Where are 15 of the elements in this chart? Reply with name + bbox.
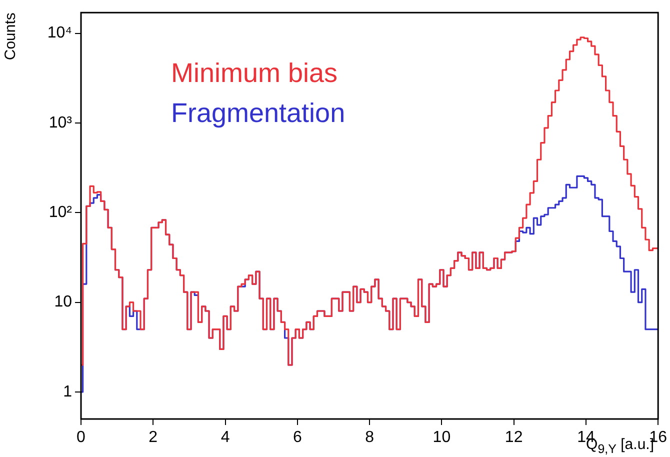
- x-tick-label: 2: [148, 429, 158, 446]
- y-tick-label: 1: [63, 383, 72, 400]
- y-tick-label: 10⁴: [47, 24, 72, 42]
- x-tick-label: 8: [365, 429, 374, 446]
- text: Fragmentation: [171, 98, 346, 128]
- y-axis-title: Counts: [2, 12, 20, 60]
- x-tick-label: 12: [504, 429, 523, 446]
- y-tick-label: 10: [54, 294, 72, 311]
- x-tick-label: 4: [220, 429, 230, 446]
- y-tick-label: 10²: [48, 204, 73, 222]
- x-tick-label: 0: [76, 429, 86, 446]
- x-tick-label: 10: [432, 429, 451, 446]
- text: Minimum bias: [171, 58, 338, 88]
- y-tick-label: 10³: [48, 114, 73, 132]
- x-tick-label: 6: [292, 429, 302, 446]
